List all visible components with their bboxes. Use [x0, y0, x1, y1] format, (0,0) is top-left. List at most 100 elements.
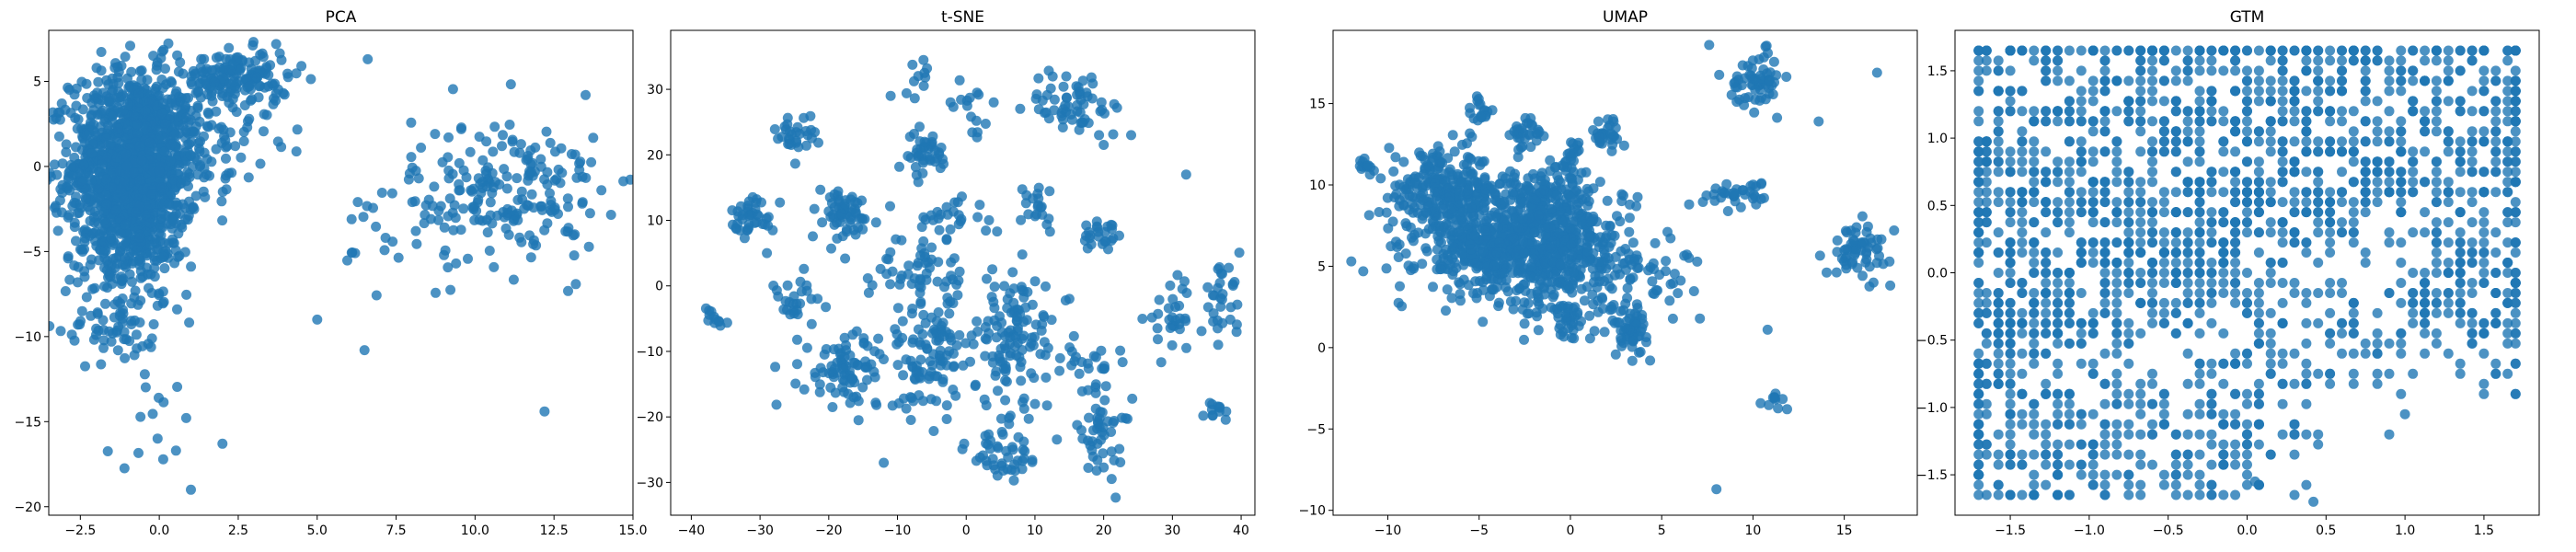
data-point [1098, 140, 1110, 150]
data-point [386, 188, 397, 199]
data-point [166, 139, 177, 150]
data-point [1625, 274, 1636, 285]
data-point [61, 147, 72, 157]
data-point [862, 374, 872, 385]
data-point [431, 287, 441, 298]
data-point [2041, 65, 2052, 76]
data-point [1478, 284, 1489, 295]
data-point [1213, 282, 1223, 293]
panel-title: UMAP [1603, 8, 1648, 27]
data-point [1546, 302, 1557, 313]
data-point [2076, 187, 2087, 198]
y-tick-label: 10 [647, 214, 663, 229]
data-point [416, 143, 427, 153]
data-point [119, 463, 130, 474]
data-point [228, 76, 239, 87]
data-point [1610, 251, 1621, 262]
data-point [2041, 288, 2052, 298]
data-point [588, 132, 599, 144]
data-point [451, 258, 462, 269]
data-point [1394, 239, 1405, 250]
data-point [1711, 484, 1722, 495]
data-point [2017, 156, 2028, 167]
data-point [187, 79, 197, 90]
data-point [996, 460, 1007, 471]
data-point [1565, 191, 1576, 202]
data-point [1751, 199, 1762, 210]
data-point [1165, 323, 1176, 333]
data-point [996, 317, 1007, 328]
data-point [1000, 375, 1011, 385]
data-point [63, 212, 74, 223]
data-point [1395, 281, 1405, 292]
data-point [134, 232, 145, 243]
data-point [2147, 197, 2157, 208]
data-point [1981, 45, 1992, 56]
data-point [801, 342, 812, 353]
data-point [72, 123, 83, 134]
data-point [1170, 315, 1181, 326]
data-point [914, 121, 925, 132]
data-point [2135, 75, 2146, 86]
data-point [2017, 217, 2028, 228]
data-point [180, 213, 190, 224]
data-point [2017, 126, 2028, 137]
data-point [890, 324, 901, 335]
data-point [1576, 216, 1587, 227]
data-point [192, 100, 203, 111]
data-point [1981, 65, 1992, 76]
data-point [1393, 252, 1404, 262]
data-point [2005, 358, 2016, 369]
data-point [1589, 326, 1600, 337]
data-point [1455, 295, 1466, 306]
data-point [1993, 338, 2004, 349]
data-point [1381, 207, 1392, 218]
data-point [911, 169, 922, 180]
data-point [1981, 177, 1992, 188]
data-point [2005, 187, 2016, 198]
data-point [1011, 311, 1022, 322]
data-point [1764, 399, 1775, 410]
data-point [2053, 358, 2064, 369]
data-point [1181, 342, 1191, 353]
data-point [1973, 45, 1984, 56]
data-point [951, 339, 962, 351]
data-point [170, 445, 181, 456]
data-point [2053, 217, 2064, 228]
data-point [1430, 172, 1441, 183]
data-point [1127, 393, 1138, 404]
data-point [419, 218, 430, 229]
data-point [98, 325, 109, 336]
data-point [1041, 89, 1052, 100]
data-point [1993, 307, 2004, 318]
axes-frame [670, 29, 1256, 516]
data-point [2029, 348, 2040, 359]
data-point [64, 274, 75, 285]
data-point [2064, 338, 2075, 349]
data-point [119, 195, 130, 206]
data-point [358, 212, 369, 223]
data-point [1631, 299, 1642, 310]
data-point [186, 71, 197, 82]
data-point [489, 121, 500, 132]
data-point [2064, 297, 2075, 308]
data-point [1446, 293, 1457, 304]
y-tick-label: −5 [22, 245, 41, 259]
data-point [1973, 227, 1984, 238]
data-point [134, 141, 145, 152]
data-point [792, 334, 802, 345]
data-point [837, 363, 848, 374]
data-point [2005, 146, 2016, 157]
data-point [135, 411, 146, 422]
data-point [140, 106, 151, 117]
data-point [1384, 143, 1395, 154]
data-point [989, 282, 1000, 293]
data-point [731, 224, 742, 235]
data-point [1172, 270, 1183, 281]
data-point [566, 149, 577, 159]
data-point [1973, 106, 1984, 117]
data-point [1593, 256, 1604, 267]
data-point [1214, 402, 1225, 413]
data-point [1564, 283, 1575, 294]
data-point [282, 72, 293, 83]
